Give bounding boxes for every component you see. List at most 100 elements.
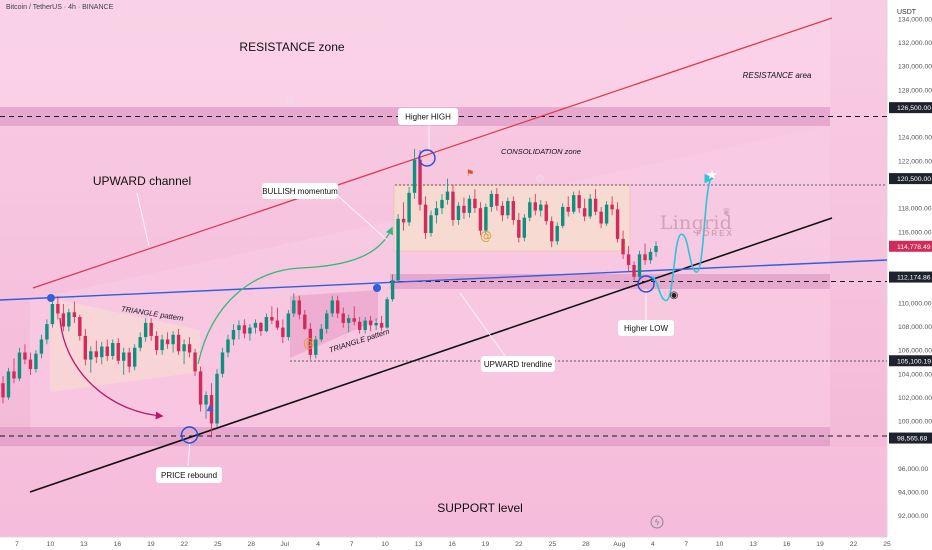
currency-label: USDT	[897, 9, 917, 16]
candle-body	[56, 303, 60, 314]
candle-body	[593, 198, 598, 212]
key-level-label: 112,174.86	[897, 275, 931, 282]
candle-body	[347, 318, 351, 323]
candle-body	[489, 193, 494, 207]
price-tick-label: 108,000.00	[898, 324, 932, 331]
candle-body	[182, 344, 186, 352]
candle-body	[231, 330, 236, 340]
candle-body	[78, 316, 82, 336]
candle-body	[242, 325, 247, 334]
candle-body	[418, 159, 422, 205]
price-tick-label: 134,000.00	[898, 16, 932, 23]
rocket-icon: ▲	[207, 403, 214, 413]
candle-body	[330, 300, 334, 314]
rebound-arrow	[59, 317, 164, 420]
candle-body	[555, 225, 559, 242]
price-axis[interactable]: 134,000.00 132,000.00 130,000.00 128,000.00…	[889, 16, 932, 520]
candle-body	[297, 300, 302, 315]
candle-body	[286, 313, 291, 338]
candle-body	[61, 313, 66, 327]
key-level-label: 105,100.19	[897, 358, 931, 365]
candle-body	[94, 351, 98, 358]
candle-body	[429, 215, 433, 234]
candle-body	[368, 320, 373, 326]
eye-icon: ◉	[670, 290, 679, 301]
candle-body	[39, 339, 44, 354]
price-tick-label: 118,000.00	[898, 206, 932, 213]
candle-body	[610, 204, 614, 210]
candle-body	[621, 238, 625, 255]
time-axis-panel	[0, 537, 887, 550]
candle-body	[303, 314, 307, 329]
brand-word: Lingrid	[659, 212, 733, 234]
candle-body	[122, 352, 126, 361]
time-tick-label: 19	[147, 541, 155, 548]
upward-trendline[interactable]	[29, 217, 833, 493]
candle-body	[412, 159, 417, 193]
brand-sub: FOREX	[696, 229, 734, 238]
candle-body	[127, 352, 131, 367]
candle-body	[528, 202, 532, 218]
time-tick-label: 4	[316, 541, 320, 548]
candle-body	[566, 206, 570, 212]
candlestick-series	[1, 149, 658, 438]
candle-body	[495, 193, 499, 206]
annotation-pointers	[136, 125, 647, 467]
candle-body	[357, 321, 362, 331]
candle-body	[270, 316, 274, 321]
candle-body	[571, 195, 576, 212]
time-axis[interactable]: 7 10 13 16 19 22 25 28 Jul 4 7 10 13 16 19 22 25 28 Aug 4 7 1…	[15, 541, 891, 548]
candle-body	[473, 198, 477, 209]
support-level-label: SUPPORT level	[437, 501, 523, 515]
time-tick-label: Jul	[280, 541, 289, 548]
candle-body	[149, 322, 153, 336]
time-tick-label: 28	[247, 541, 255, 548]
time-tick-label: 13	[415, 541, 423, 548]
price-tick-label: 104,000.00	[898, 371, 932, 378]
candle-body	[23, 352, 27, 360]
time-tick-label: 10	[47, 541, 55, 548]
candle-body	[6, 371, 11, 398]
time-tick-label: Aug	[613, 541, 625, 548]
price-tick-label: 102,000.00	[898, 395, 932, 402]
candle-body	[654, 246, 658, 252]
candle-body	[275, 320, 280, 328]
candle-body	[226, 339, 230, 353]
candle-body	[187, 344, 192, 353]
candle-body	[615, 209, 620, 239]
event-icon[interactable]: ◍	[286, 95, 295, 106]
candle-body	[50, 303, 55, 325]
candle-body	[478, 208, 483, 231]
bullish-momentum-arrow	[197, 226, 394, 365]
candle-body	[237, 325, 241, 331]
flag-icon: ⚑	[466, 169, 474, 179]
triangle-pattern-2	[290, 290, 378, 358]
price-tick-label: 92,000.00	[898, 513, 928, 520]
key-level-label: 98,565.68	[897, 436, 927, 443]
candle-body	[500, 205, 505, 216]
current-price-badge	[889, 240, 932, 252]
snail-icon: @	[303, 336, 315, 350]
star-icon: ★	[706, 168, 718, 183]
candle-body	[34, 353, 38, 370]
candle-body	[374, 322, 378, 326]
candle-body	[45, 324, 49, 340]
candle-body	[308, 328, 312, 355]
higher-low-label: Higher LOW	[624, 324, 668, 333]
candle-body	[336, 300, 340, 314]
price-tick-label: 122,000.00	[898, 158, 932, 165]
upward-trendline-label: UPWARD trendline	[484, 360, 553, 369]
candle-body	[28, 359, 33, 370]
price-tick-label: 100,000.00	[898, 419, 932, 426]
candle-body	[154, 335, 159, 351]
resistance-zone-label: RESISTANCE zone	[239, 40, 344, 54]
lightning-icon[interactable]	[650, 515, 664, 529]
time-tick-label: 25	[214, 541, 222, 548]
blue-trendline[interactable]	[0, 259, 888, 301]
price-tick-label: 116,000.00	[898, 229, 932, 236]
time-tick-label: 28	[582, 541, 590, 548]
candle-body	[550, 221, 554, 242]
key-level-badge	[889, 173, 932, 185]
event-icon[interactable]: ◍	[536, 173, 545, 184]
